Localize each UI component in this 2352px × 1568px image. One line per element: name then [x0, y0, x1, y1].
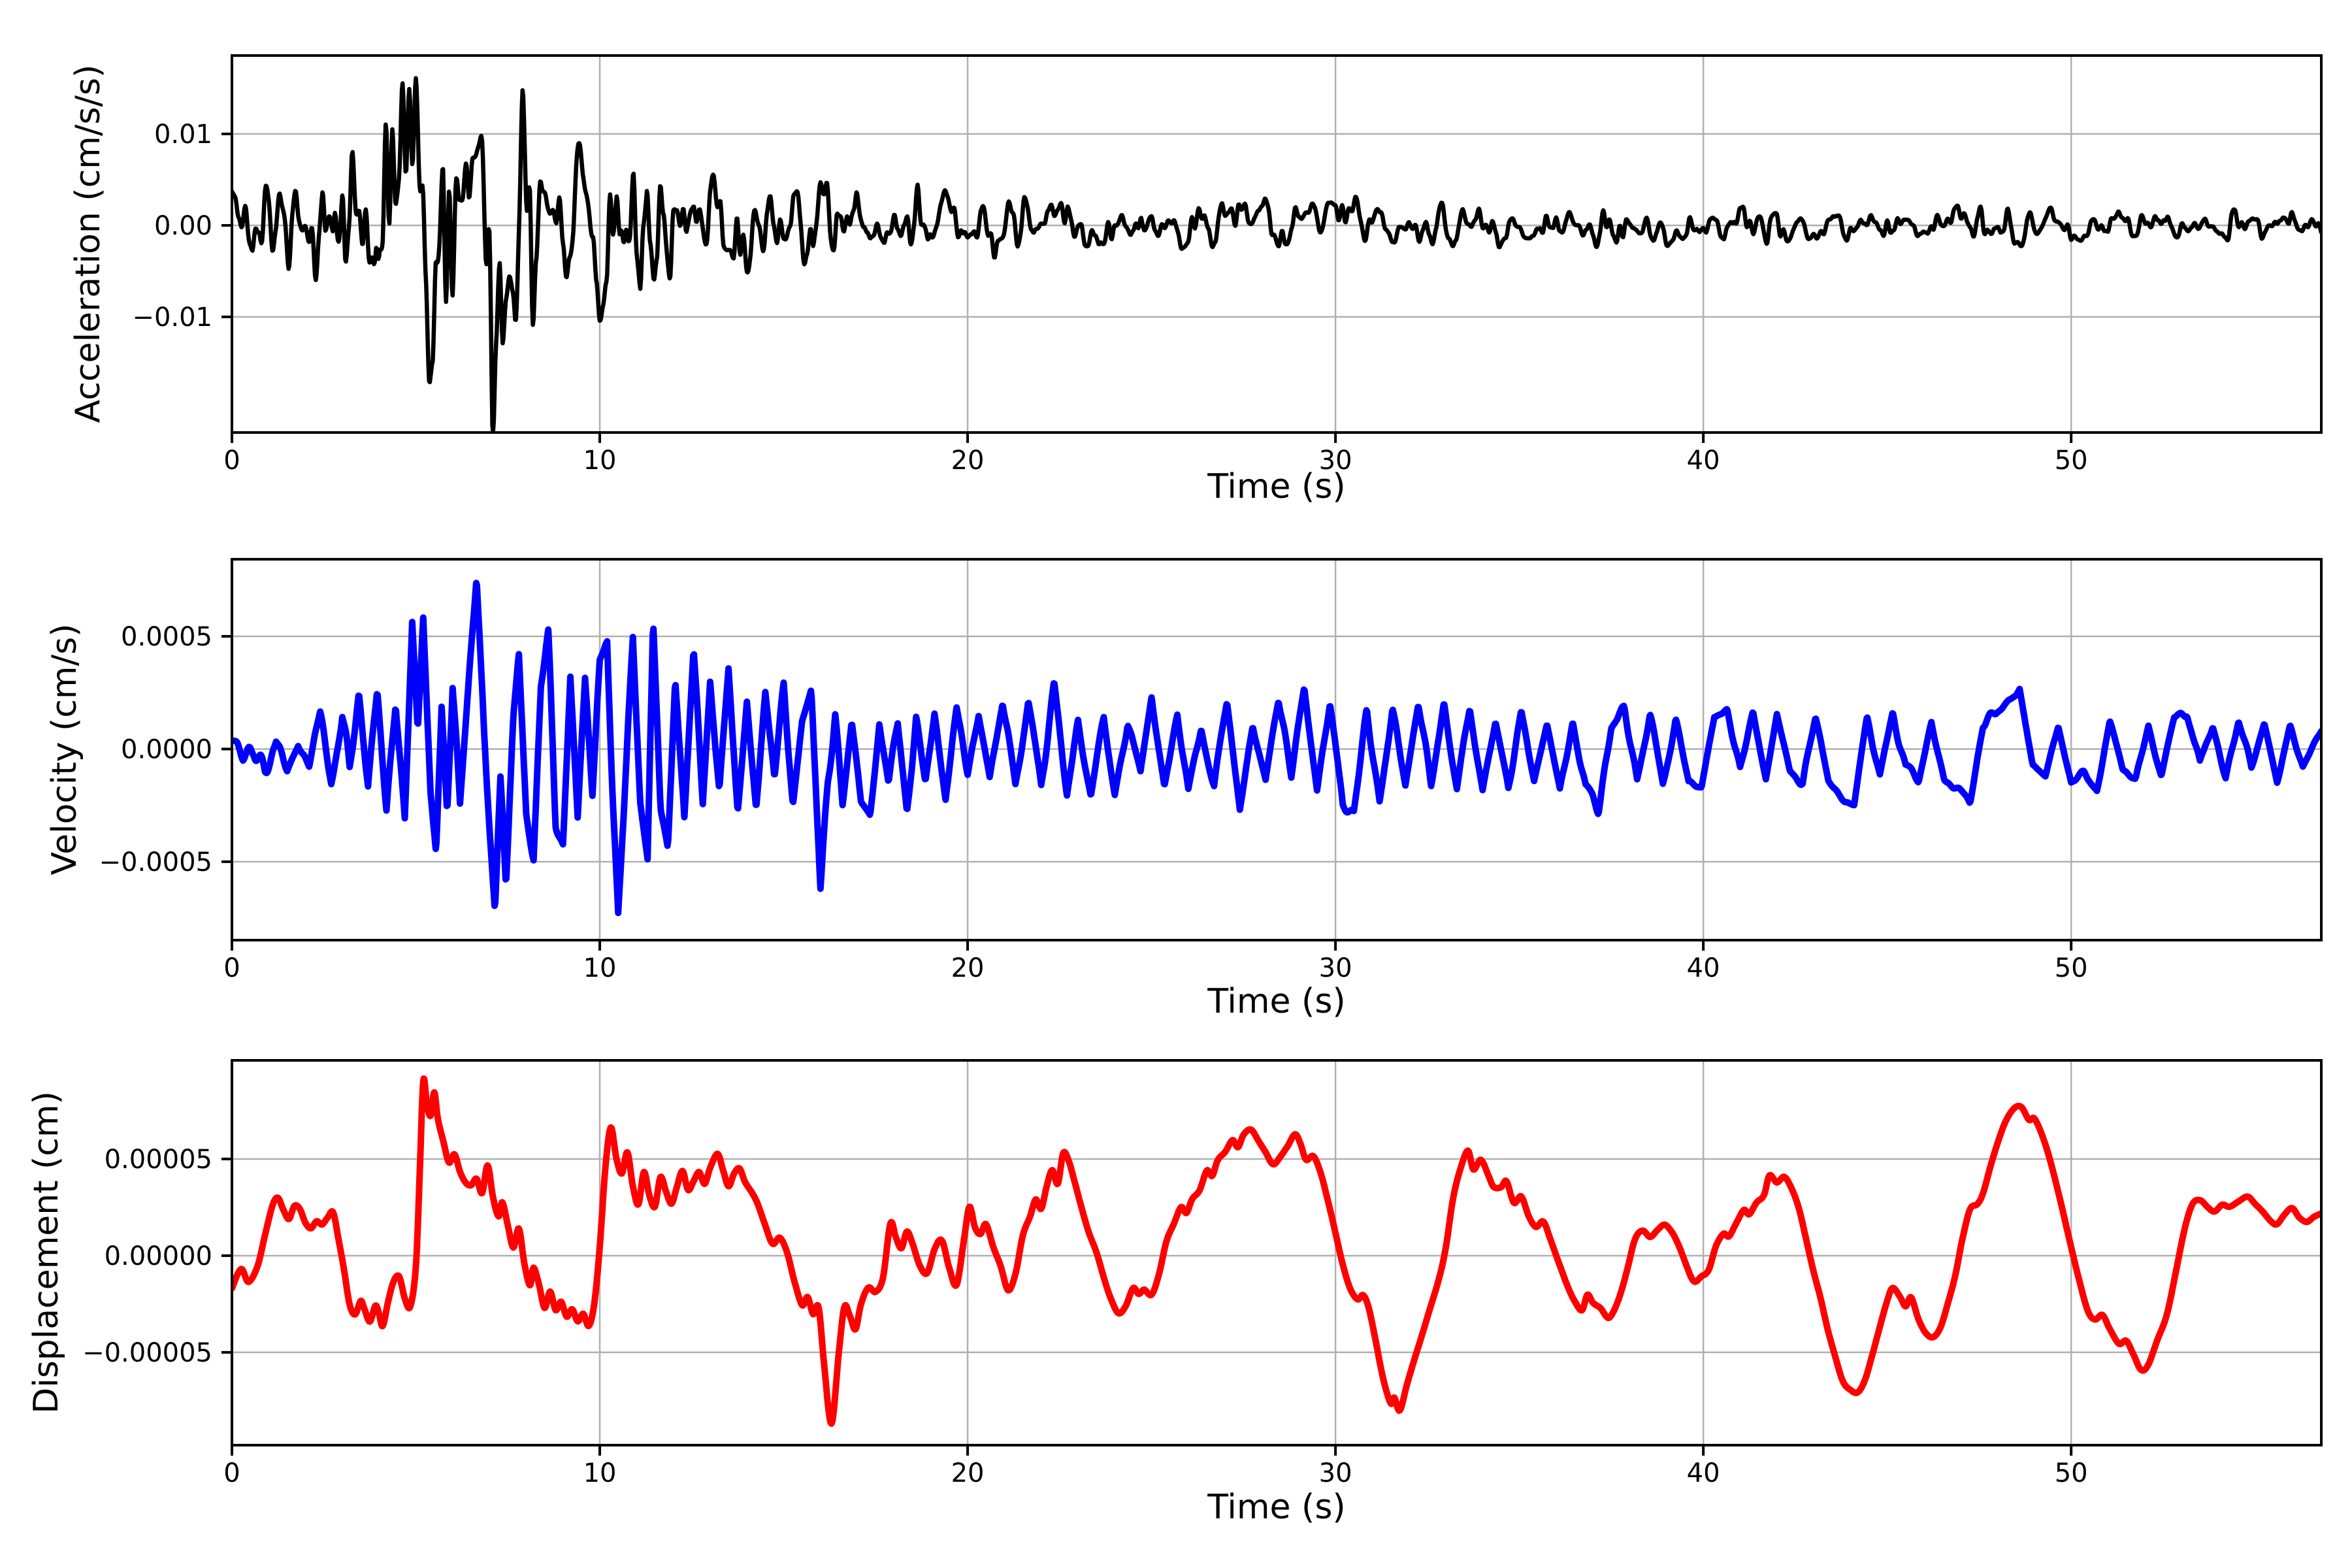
x-tick-label: 20	[951, 1458, 985, 1488]
y-tick-label: 0.01	[154, 120, 212, 150]
y-tick-label: 0.00000	[105, 1241, 212, 1271]
velocity-trace	[232, 580, 2321, 917]
x-tick-label: 20	[951, 446, 985, 476]
subplots: 0 10 20 30 40 50 0.01 0.00 −0.01 0 10 20 30 40 50 0.000…	[82, 54, 2323, 1488]
x-tick-label: 50	[2055, 953, 2088, 983]
x-tick-label: 30	[1319, 953, 1352, 983]
x-tick-label: 30	[1319, 446, 1352, 476]
y-tick-label: −0.01	[132, 302, 212, 333]
y-axis-label-velocity: Velocity (cm/s)	[45, 624, 84, 875]
x-tick-label: 50	[2055, 1458, 2088, 1488]
y-tick-label: 0.0005	[121, 622, 212, 652]
x-tick-label: 10	[583, 953, 617, 983]
x-tick-label: 40	[1687, 446, 1720, 476]
acceleration-subplot: 0 10 20 30 40 50 0.01 0.00 −0.01	[132, 54, 2323, 476]
x-tick-label: 30	[1319, 1458, 1352, 1488]
y-tick-label: 0.0000	[121, 734, 212, 764]
y-tick-label: −0.00005	[82, 1338, 212, 1368]
axes-box	[231, 54, 2323, 434]
x-tick-label: 10	[583, 1458, 617, 1488]
x-tick-label: 0	[223, 1458, 240, 1488]
y-tick-label: 0.00	[154, 211, 212, 241]
y-axis-label-acceleration: Acceleration (cm/s/s)	[69, 65, 108, 423]
y-axis-label-displacement: Displacement (cm)	[27, 1091, 66, 1414]
axes-box	[231, 1059, 2323, 1446]
axis-labels: Acceleration (cm/s/s) Velocity (cm/s) Di…	[27, 65, 1346, 1527]
y-tick-label: −0.0005	[99, 847, 212, 877]
x-tick-label: 0	[223, 953, 240, 983]
y-tick-label: 0.00005	[105, 1145, 212, 1175]
velocity-subplot: 0 10 20 30 40 50 0.0005 0.0000 −0.0005	[99, 558, 2323, 983]
x-axis-label-velocity: Time (s)	[1207, 982, 1345, 1021]
x-tick-label: 50	[2055, 446, 2088, 476]
x-tick-label: 40	[1687, 1458, 1720, 1488]
displacement-subplot: 0 10 20 30 40 50 0.00005 0.00000 −0.00005	[82, 1059, 2323, 1488]
x-tick-label: 20	[951, 953, 985, 983]
x-tick-label: 0	[223, 446, 240, 476]
x-tick-label: 40	[1687, 953, 1720, 983]
acceleration-trace	[232, 76, 2321, 433]
x-tick-label: 10	[583, 446, 617, 476]
x-axis-label-displacement: Time (s)	[1207, 1488, 1345, 1527]
displacement-trace	[232, 1075, 2321, 1427]
x-axis-label-acceleration: Time (s)	[1207, 467, 1345, 506]
